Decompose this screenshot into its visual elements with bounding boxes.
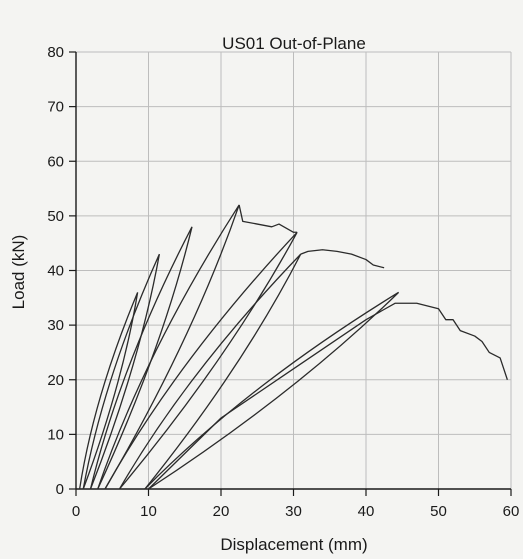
hysteresis-loop bbox=[118, 253, 302, 490]
x-tick-label: 10 bbox=[140, 503, 157, 520]
y-axis-title: Load (kN) bbox=[9, 235, 28, 310]
y-tick-label: 60 bbox=[47, 153, 64, 170]
x-axis-title: Displacement (mm) bbox=[220, 535, 367, 554]
y-tick-label: 20 bbox=[47, 372, 64, 389]
envelope-curve bbox=[148, 302, 508, 490]
plateau-curve bbox=[300, 249, 385, 269]
x-tick-label: 40 bbox=[358, 503, 375, 520]
hysteresis-loop bbox=[144, 291, 400, 490]
x-tick-label: 30 bbox=[285, 503, 302, 520]
x-tick-label: 20 bbox=[213, 503, 230, 520]
x-tick-label: 0 bbox=[72, 503, 80, 520]
x-tick-label: 60 bbox=[503, 503, 520, 520]
y-tick-label: 10 bbox=[47, 426, 64, 443]
y-tick-label: 40 bbox=[47, 263, 64, 280]
plateau-curve bbox=[238, 204, 298, 233]
grid-lines bbox=[76, 51, 512, 489]
curves bbox=[78, 204, 508, 490]
chart-title: US01 Out-of-Plane bbox=[222, 34, 366, 53]
y-tick-label: 30 bbox=[47, 317, 64, 334]
hysteresis-loop bbox=[89, 226, 193, 490]
x-tick-label: 50 bbox=[430, 503, 447, 520]
y-tick-label: 70 bbox=[47, 99, 64, 116]
y-tick-label: 0 bbox=[56, 481, 64, 498]
y-tick-label: 80 bbox=[47, 44, 64, 61]
y-tick-label: 50 bbox=[47, 208, 64, 225]
hysteresis-loop bbox=[82, 253, 161, 490]
tick-labels: 0 10 20 30 40 50 60 0 10 20 30 40 50 60 70 80 bbox=[47, 44, 519, 520]
hysteresis-loop bbox=[78, 292, 139, 490]
